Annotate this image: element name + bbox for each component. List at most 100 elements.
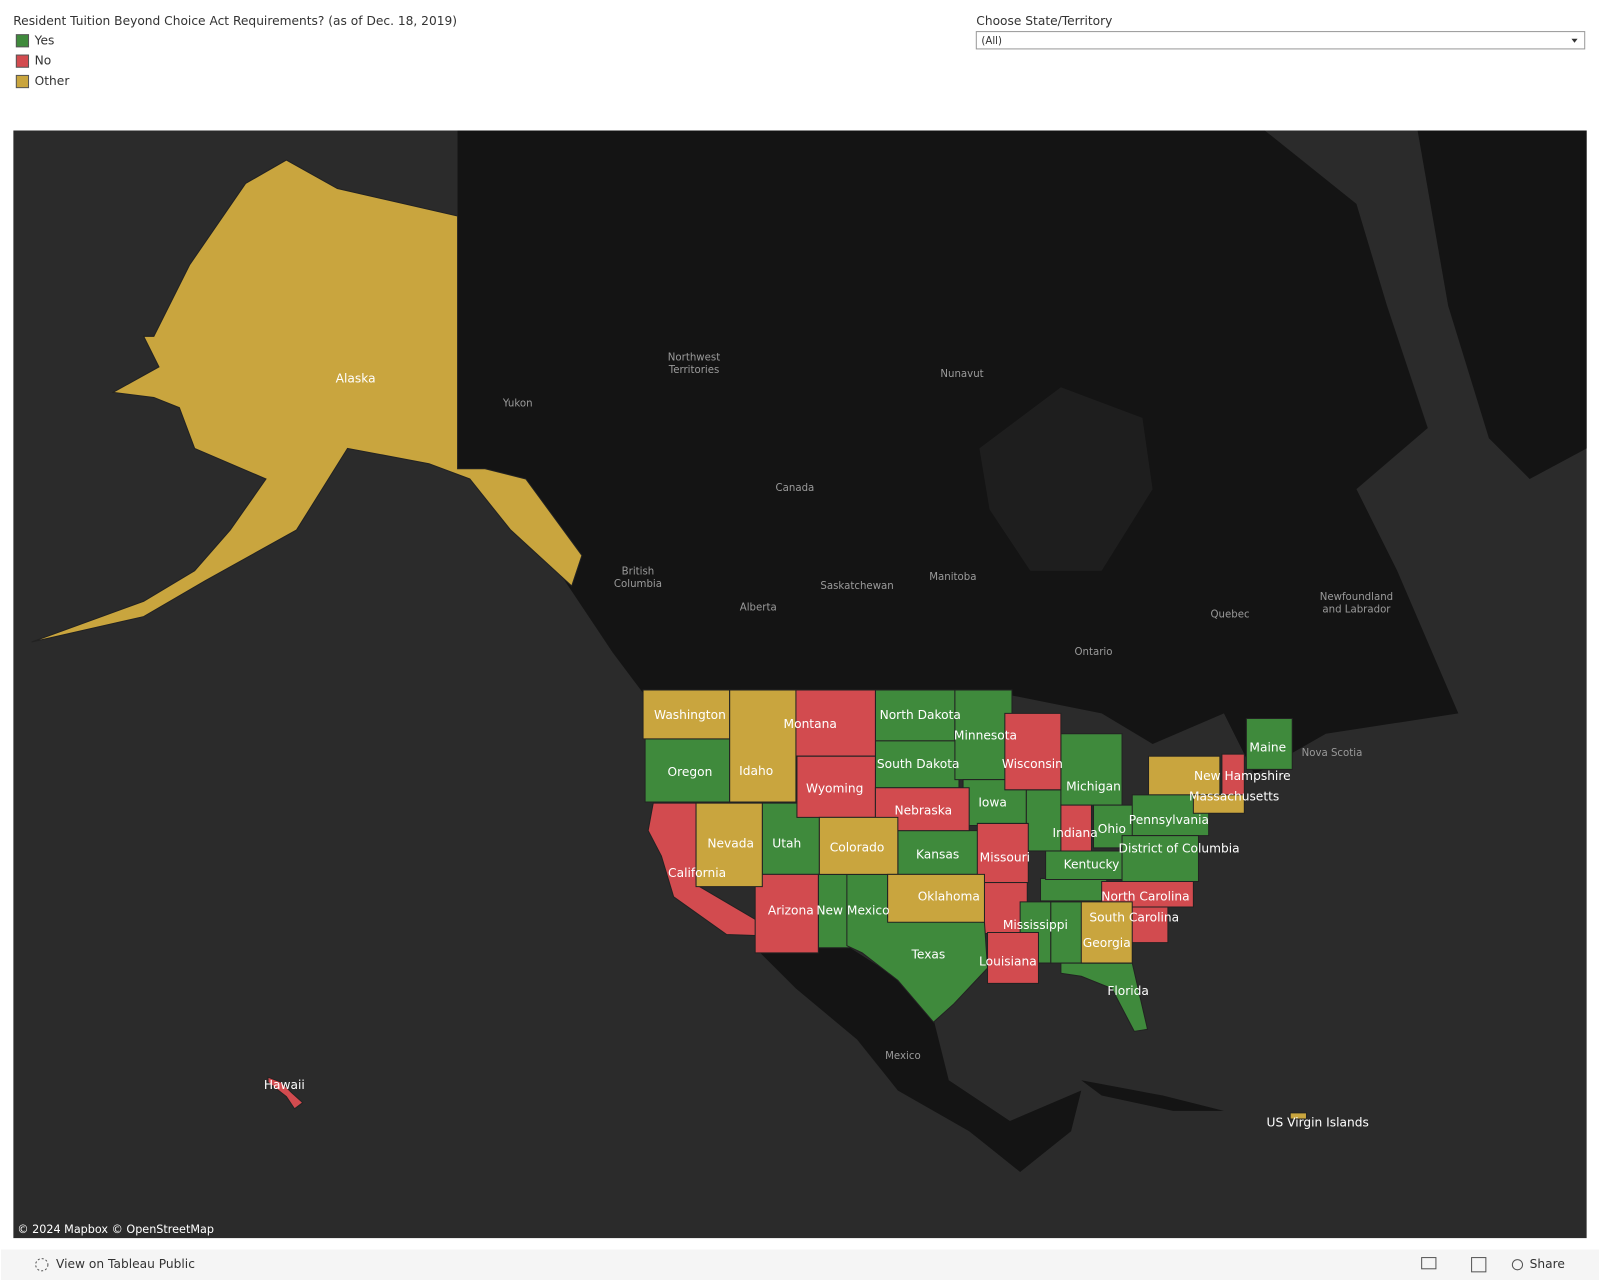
map: Oregon Utah New Mexico Texas North Dakota Sou… xyxy=(13,130,1587,1239)
state-label: Florida xyxy=(1107,984,1149,998)
toolbar xyxy=(1,1249,1599,1280)
state-shape xyxy=(695,802,763,888)
state-label: New Mexico xyxy=(816,904,889,918)
place-label: Mexico xyxy=(885,1051,921,1062)
cuba xyxy=(1081,1080,1224,1111)
filter-dropdown[interactable]: (All) xyxy=(975,31,1586,50)
state-shape xyxy=(1192,794,1245,814)
state-label: South Carolina xyxy=(1089,911,1179,925)
state-label: District of Columbia xyxy=(1119,841,1240,855)
state-label: Washington xyxy=(654,708,726,722)
greenland xyxy=(1417,130,1587,479)
hudson-bay xyxy=(979,387,1153,571)
download-button[interactable] xyxy=(1421,1257,1437,1270)
state-shape xyxy=(754,873,819,954)
tableau-link[interactable]: View on Tableau Public xyxy=(35,1257,195,1272)
state-label: Pennsylvania xyxy=(1129,813,1209,827)
place-label: and Labrador xyxy=(1322,604,1391,615)
state-shape xyxy=(874,787,970,832)
state-shape xyxy=(31,159,583,643)
legend-swatch xyxy=(15,54,30,68)
filter-label: Choose State/Territory xyxy=(976,14,1112,28)
state-label: Indiana xyxy=(1053,826,1098,840)
mexico xyxy=(755,945,1082,1172)
state-label: Louisiana xyxy=(979,955,1037,969)
state-label: US Virgin Islands xyxy=(1267,1116,1369,1130)
dropdown-value[interactable]: (All) xyxy=(981,36,1002,47)
land xyxy=(449,130,1459,775)
state-shape xyxy=(1080,901,1133,964)
share-label[interactable]: Share xyxy=(1530,1257,1565,1271)
state-label: North Carolina xyxy=(1101,889,1189,903)
state-label: Maine xyxy=(1249,741,1286,755)
state-label: Mississippi xyxy=(1003,918,1068,932)
tableau-icon[interactable] xyxy=(35,1258,49,1272)
place-label: Saskatchewan xyxy=(820,581,893,592)
place-label: Territories xyxy=(668,365,720,376)
tennessee xyxy=(1040,877,1108,902)
legend-swatch xyxy=(15,74,30,89)
fullscreen-button[interactable] xyxy=(1471,1257,1487,1273)
state-label: Wyoming xyxy=(806,781,863,795)
state-label: Idaho xyxy=(739,764,773,778)
state-label: Michigan xyxy=(1066,779,1121,793)
state-label: Kentucky xyxy=(1064,858,1120,872)
share-icon[interactable] xyxy=(1511,1259,1524,1271)
place-label: Columbia xyxy=(614,579,662,590)
place-label: Ontario xyxy=(1075,647,1113,658)
legend: Yes No Other xyxy=(15,33,71,89)
share-button[interactable]: Share xyxy=(1511,1257,1565,1271)
state-label: Montana xyxy=(784,717,837,731)
legend-swatch xyxy=(15,34,30,48)
state-label: Georgia xyxy=(1083,936,1131,950)
legend-label: Yes xyxy=(34,33,55,47)
state-shape xyxy=(267,1076,304,1110)
dropdown-box[interactable] xyxy=(975,31,1586,50)
state-shape xyxy=(1060,962,1149,1032)
state-label: Kansas xyxy=(916,848,959,862)
state-label: Wisconsin xyxy=(1002,757,1063,771)
state-shape xyxy=(1131,794,1210,837)
state-shape xyxy=(1004,712,1062,791)
state-shape xyxy=(1245,717,1293,770)
state-label: Ohio xyxy=(1098,822,1126,836)
state-label: Colorado xyxy=(830,840,885,854)
state-shape xyxy=(1121,835,1199,883)
dropdown-arrow[interactable] xyxy=(1571,38,1578,43)
state-label: California xyxy=(668,866,726,880)
state-shape xyxy=(729,689,797,803)
place-label: Nunavut xyxy=(940,369,983,380)
state-label: Texas xyxy=(911,947,946,961)
state-shape xyxy=(1101,881,1194,908)
place-label: Newfoundland xyxy=(1320,592,1393,603)
state-label: Arizona xyxy=(768,904,814,918)
state-label: Alaska xyxy=(336,372,376,386)
legend-label: No xyxy=(35,54,52,68)
state-label: New Hampshire xyxy=(1194,769,1291,783)
legend-title: Resident Tuition Beyond Choice Act Requi… xyxy=(13,14,457,28)
state-label: South Dakota xyxy=(877,757,960,771)
state-label: Missouri xyxy=(980,851,1030,865)
state-shape xyxy=(987,931,1039,984)
place-label: British xyxy=(622,567,655,578)
place-label: Northwest xyxy=(668,353,720,364)
place-label: Alberta xyxy=(740,602,777,613)
state-label: Nebraska xyxy=(894,804,952,818)
view-link[interactable]: View on Tableau Public xyxy=(56,1257,195,1271)
place-label: Quebec xyxy=(1211,610,1250,621)
legend-label: Other xyxy=(35,74,71,88)
state-label: Utah xyxy=(772,836,801,850)
state-shape xyxy=(1060,804,1092,852)
state-shape xyxy=(976,822,1029,884)
state-label: Oregon xyxy=(667,765,712,779)
place-label: Canada xyxy=(776,483,815,494)
states: Oregon Utah New Mexico Texas North Dakota Sou… xyxy=(31,159,1369,1130)
state-label: Massachusetts xyxy=(1189,789,1279,803)
new-york xyxy=(1148,755,1221,796)
alabama xyxy=(1050,901,1084,964)
attribution: © 2024 Mapbox © OpenStreetMap xyxy=(17,1223,214,1236)
state-label: Oklahoma xyxy=(918,889,980,903)
